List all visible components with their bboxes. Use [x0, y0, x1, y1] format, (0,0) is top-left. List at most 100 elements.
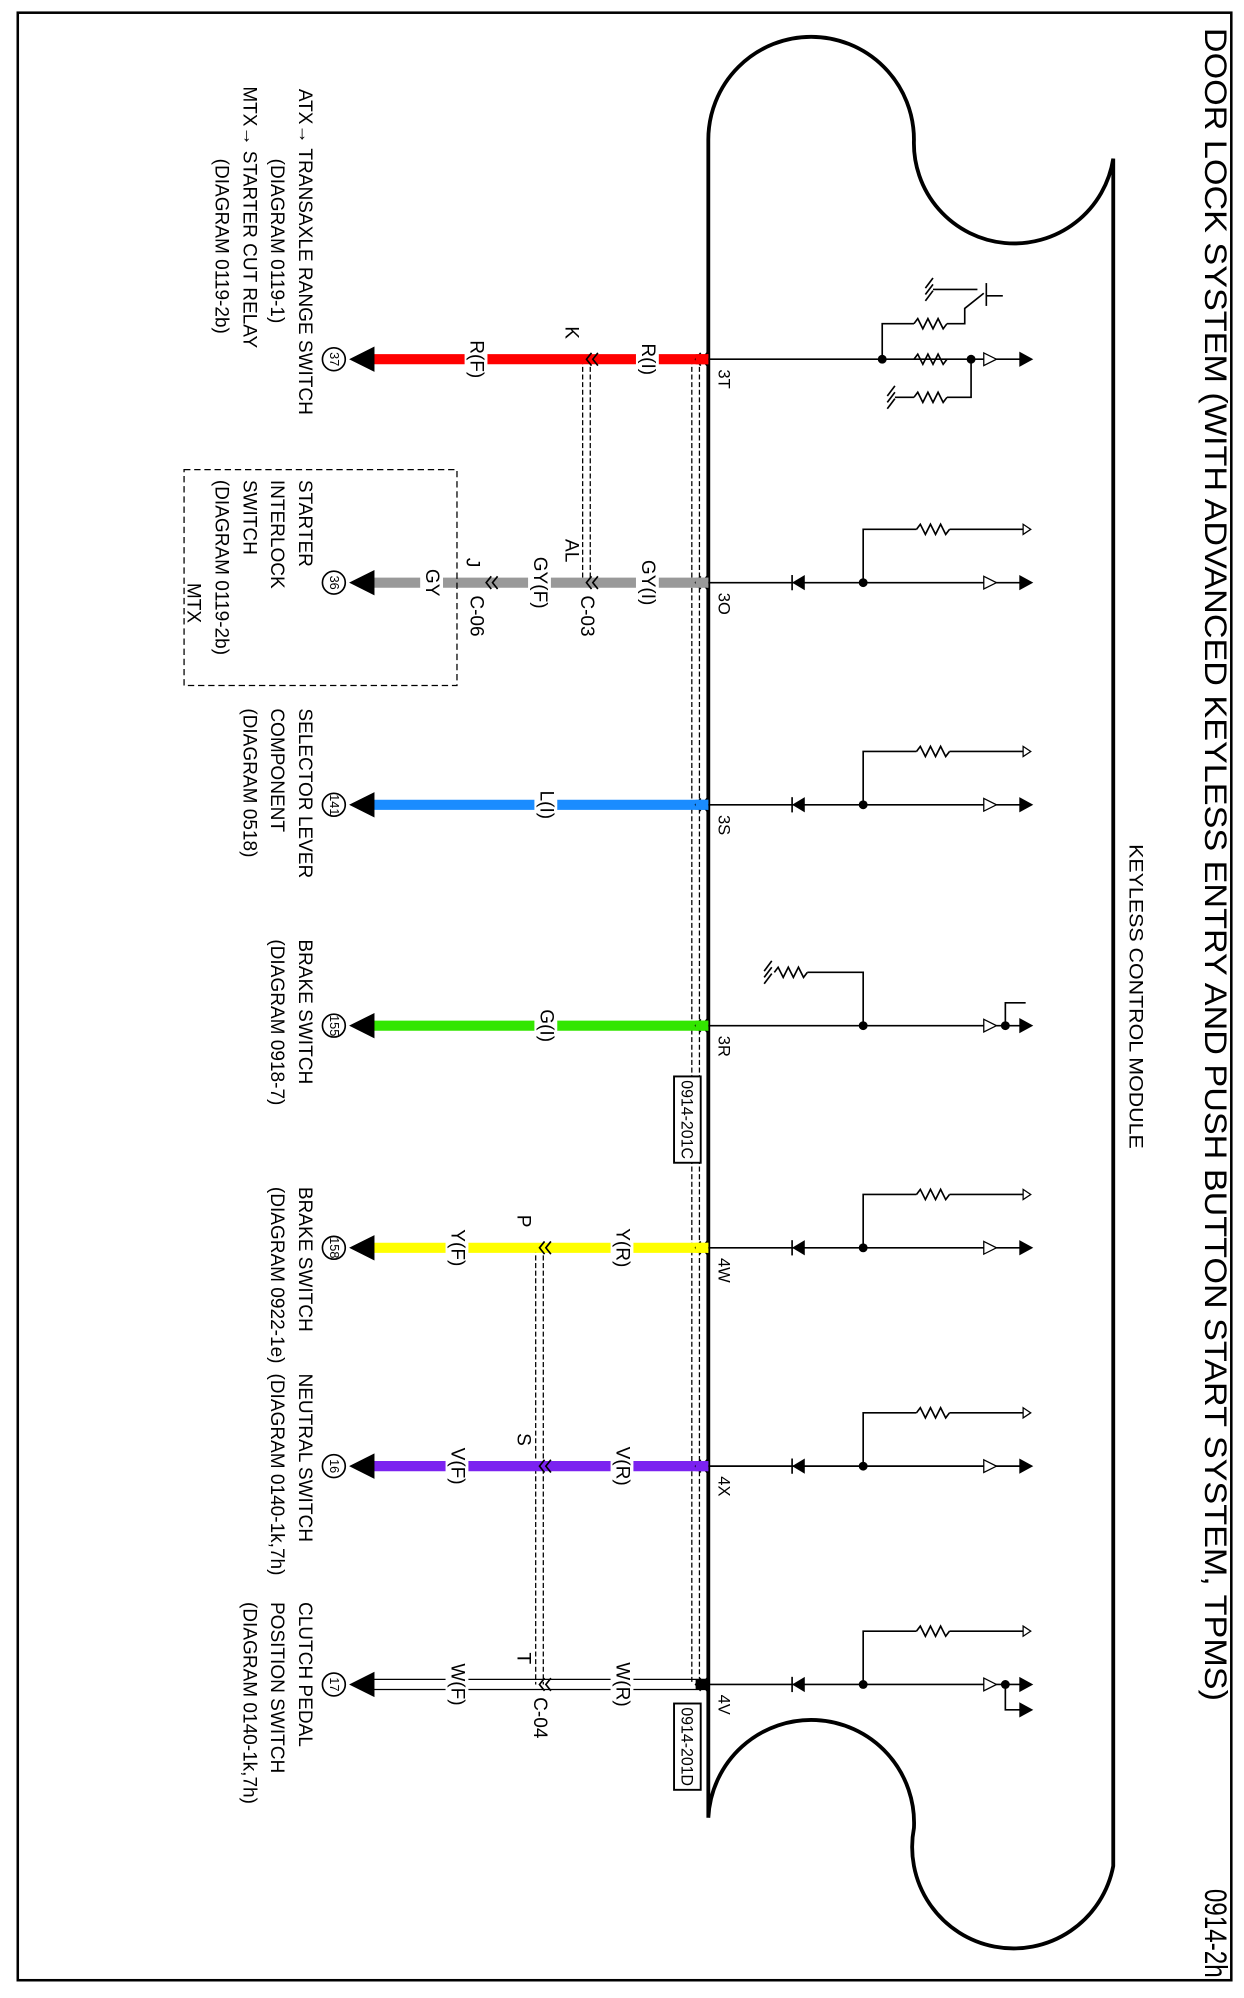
circuit-4w	[708, 1187, 1034, 1256]
pin-label-3s: 3S	[715, 815, 733, 835]
ref-circle	[321, 792, 347, 818]
connector-arrow-icon	[349, 1671, 375, 1698]
junction-dot	[1000, 1021, 1010, 1031]
page-id: 0914-2h	[1198, 1889, 1234, 1978]
circuit-3s	[708, 744, 1034, 813]
component-label: SWITCH	[238, 480, 259, 555]
component-ref: 155	[327, 1015, 341, 1036]
terminal-icon	[1022, 523, 1032, 536]
wire-label: GY(F)	[529, 557, 550, 609]
connector-chevron-icon	[544, 1459, 552, 1473]
output-arrow-icon	[1019, 351, 1034, 367]
label-gap	[534, 1000, 558, 1052]
label-gap	[610, 1222, 634, 1274]
label-gap	[184, 581, 202, 625]
component-label: CLUTCH PEDAL	[294, 1602, 315, 1747]
circuit-3t	[708, 277, 1034, 410]
component-label: STARTER	[294, 480, 315, 567]
wires: R(I) R(F) K 3T GY(I) GY(F) GY AL J C-03 C-06 3O L(I)…	[371, 326, 733, 1739]
resistor-icon	[915, 1187, 951, 1202]
ref-circle	[321, 346, 347, 372]
component-label: SELECTOR LEVER	[294, 708, 315, 878]
label-gap	[635, 551, 659, 614]
connector-arrow-icon	[349, 1453, 375, 1479]
diode-icon	[792, 1676, 805, 1693]
ref-circle	[321, 570, 347, 595]
output-hollow-arrow-icon	[983, 1458, 998, 1474]
wire-label: G(I)	[535, 1009, 556, 1042]
connector-chevron-icon	[585, 352, 593, 367]
resistor-icon	[915, 744, 951, 759]
terminal-label: S	[512, 1433, 533, 1446]
wire-label: GY(I)	[637, 560, 658, 605]
ground-hatch	[763, 960, 773, 972]
circuit-3o	[708, 522, 1034, 591]
page-border	[16, 11, 1233, 1982]
pin-label-4v: 4V	[715, 1695, 733, 1715]
component-label: NEUTRAL SWITCH	[294, 1373, 315, 1541]
resistor-icon	[913, 352, 948, 367]
component-label: (DIAGRAM 0140-1k,7h)	[266, 1373, 287, 1575]
circuit-line	[862, 1630, 917, 1685]
connector-chevron-icon	[544, 1240, 552, 1255]
connector-label: C-04	[529, 1697, 550, 1739]
output-hollow-arrow-icon	[983, 1240, 998, 1256]
circuit-line	[862, 1193, 917, 1248]
terminal-label: J	[462, 558, 483, 568]
component-141: 141 SELECTOR LEVER COMPONENT (DIAGRAM 0518)	[238, 708, 375, 878]
connector-chevron-icon	[491, 575, 499, 590]
resistor-icon	[913, 316, 948, 331]
connector-arrow-icon	[349, 1235, 375, 1261]
wire-label: Y(F)	[446, 1229, 467, 1266]
wire-label: W(R)	[612, 1662, 633, 1706]
circuit-line	[946, 359, 972, 399]
component-label: ATX→ TRANSAXLE RANGE SWITCH	[294, 89, 315, 415]
output-arrow-icon	[1019, 1018, 1034, 1034]
junction-dot	[858, 1680, 868, 1689]
label-gap	[528, 551, 551, 614]
connector-chevron-icon	[538, 1459, 546, 1473]
ground-hatch	[763, 966, 773, 978]
junction-dot	[858, 1021, 868, 1031]
component-label: (DIAGRAM 0518)	[238, 708, 259, 857]
circuit-line	[1004, 1684, 1031, 1711]
terminal-label: T	[512, 1653, 533, 1665]
connector-arrow-icon	[349, 569, 375, 596]
component-label: INTERLOCK	[266, 480, 287, 589]
component-ref: 37	[327, 352, 341, 366]
component-36: 36 STARTER INTERLOCK SWITCH (DIAGRAM 0119-2b…	[182, 480, 375, 655]
diode-icon	[792, 1458, 805, 1474]
circuit-line	[1004, 1001, 1026, 1026]
ground-hatch	[763, 973, 773, 985]
output-hollow-arrow-icon	[983, 351, 998, 367]
module-label: KEYLESS CONTROL MODULE	[1124, 844, 1145, 1149]
diagram-title: DOOR LOCK SYSTEM (WITH ADVANCED KEYLESS …	[1198, 28, 1234, 1701]
label-gap	[635, 333, 659, 385]
group-label: MTX	[182, 583, 203, 623]
component-label: (DIAGRAM 0918-7)	[266, 939, 287, 1105]
components: 37 ATX→ TRANSAXLE RANGE SWITCH (DIAGRAM 01…	[182, 86, 375, 1804]
ground-icon	[886, 385, 896, 410]
harness-connector-label: 0914-201C	[678, 1080, 696, 1159]
wire-label: GY	[421, 569, 442, 597]
output-hollow-arrow-icon	[983, 797, 998, 813]
wire-label: Y(R)	[612, 1228, 633, 1267]
wire-label: R(F)	[466, 340, 487, 378]
connector-chevron-icon	[544, 1677, 552, 1692]
label-gap	[610, 1440, 634, 1492]
ground-icon	[763, 960, 773, 985]
output-arrow-icon	[1019, 1702, 1034, 1718]
resistor-icon	[915, 522, 951, 537]
circuit-3r	[708, 960, 1034, 1034]
resistor-icon	[915, 1405, 951, 1420]
module-internal-circuits	[708, 277, 1034, 1718]
component-17: 17 CLUTCH PEDAL POSITION SWITCH (DIAGRAM 01…	[238, 1602, 375, 1804]
connector-chevron-icon	[591, 352, 599, 367]
circuit-4v	[708, 1624, 1034, 1718]
wire-4x: V(R) V(F) S 4X	[371, 1433, 733, 1496]
circuit-line	[881, 322, 914, 360]
circuit-line	[807, 971, 865, 1026]
terminal-label: P	[512, 1215, 533, 1228]
wire-label: V(F)	[446, 1448, 467, 1485]
